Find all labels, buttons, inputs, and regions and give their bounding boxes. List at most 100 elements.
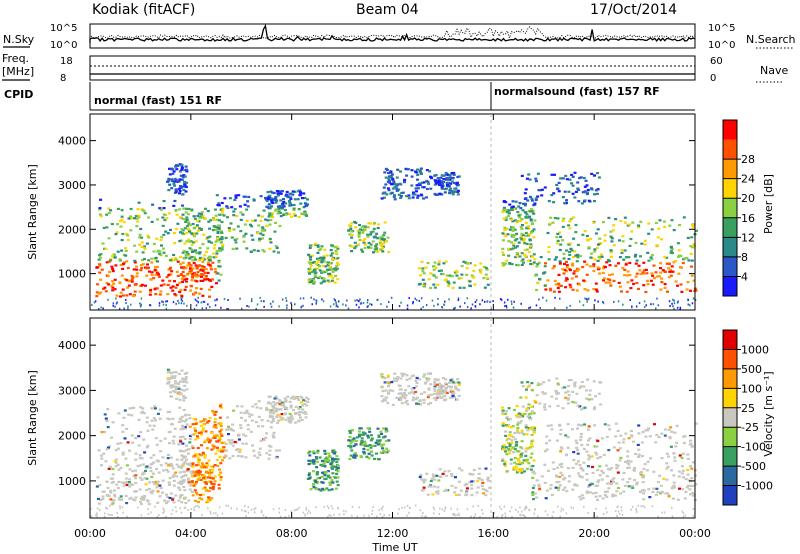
scatter-cell <box>297 398 301 401</box>
scatter-cell <box>182 396 186 399</box>
scatter-cell <box>451 381 455 384</box>
scatter-cell <box>311 303 313 306</box>
scatter-cell <box>105 261 109 264</box>
scatter-cell <box>511 425 515 428</box>
scatter-cell <box>681 261 685 265</box>
scatter-cell <box>558 463 562 466</box>
scatter-cell <box>109 498 113 501</box>
scatter-cell <box>442 395 446 398</box>
scatter-cell <box>336 476 340 479</box>
scatter-cell <box>557 290 561 293</box>
scatter-cell <box>212 512 215 515</box>
scatter-cell <box>480 478 484 481</box>
scatter-cell <box>509 434 513 437</box>
scatter-cell <box>150 462 154 465</box>
scatter-cell <box>115 297 117 300</box>
scatter-cell <box>210 497 214 500</box>
scatter-cell <box>521 385 525 388</box>
scatter-cell <box>389 170 393 173</box>
scatter-cell <box>326 268 330 271</box>
scatter-cell <box>432 265 436 268</box>
scatter-cell <box>218 506 221 509</box>
scatter-cell <box>557 282 561 285</box>
scatter-cell <box>137 418 141 421</box>
scatter-cell <box>382 238 386 241</box>
scatter-cell <box>206 247 210 250</box>
scatter-cell <box>600 255 604 258</box>
scatter-cell <box>665 492 669 495</box>
scatter-cell <box>149 288 153 292</box>
scatter-cell <box>640 242 644 245</box>
scatter-cell <box>360 437 364 440</box>
scatter-cell <box>568 269 572 272</box>
scatter-cell <box>586 300 588 303</box>
scatter-cell <box>185 216 189 219</box>
scatter-cell <box>555 377 559 380</box>
scatter-cell <box>157 471 161 474</box>
scatter-cell <box>189 289 193 292</box>
scatter-cell <box>324 270 328 273</box>
scatter-cell <box>688 488 692 491</box>
scatter-cell <box>505 470 509 473</box>
scatter-cell <box>359 433 363 436</box>
scatter-cell <box>515 429 519 432</box>
scatter-cell <box>514 465 518 469</box>
scatter-cell <box>450 507 452 510</box>
scatter-cell <box>323 465 327 468</box>
scatter-cell <box>293 214 297 217</box>
scatter-cell <box>594 299 596 302</box>
scatter-cell <box>378 439 382 442</box>
scatter-cell <box>523 249 527 252</box>
scatter-cell <box>609 235 613 238</box>
scatter-cell <box>152 250 156 253</box>
scatter-cell <box>419 274 422 277</box>
scatter-cell <box>174 388 178 391</box>
scatter-cell <box>191 267 195 270</box>
freq-tick-top: 18 <box>60 56 73 67</box>
scatter-cell <box>660 281 664 284</box>
scatter-cell <box>268 453 272 456</box>
scatter-cell <box>381 390 385 393</box>
scatter-cell <box>663 286 667 289</box>
scatter-cell <box>115 483 119 486</box>
scatter-cell <box>525 505 527 508</box>
scatter-cell <box>616 464 620 467</box>
scatter-cell <box>175 397 179 400</box>
scatter-cell <box>139 305 142 308</box>
scatter-cell <box>166 417 170 420</box>
scatter-cell <box>583 505 585 508</box>
scatter-cell <box>264 196 267 199</box>
scatter-cell <box>239 218 243 221</box>
scatter-cell <box>217 422 221 425</box>
scatter-cell <box>537 485 541 488</box>
scatter-cell <box>245 409 249 412</box>
scatter-cell <box>507 240 511 243</box>
scatter-cell <box>642 505 644 508</box>
scatter-cell <box>241 433 245 436</box>
scatter-cell <box>261 425 265 428</box>
scatter-cell <box>627 437 631 440</box>
scatter-cell <box>187 207 191 211</box>
scatter-cell <box>177 382 181 385</box>
scatter-cell <box>610 479 614 482</box>
scatter-cell <box>387 385 390 388</box>
scatter-cell <box>127 284 131 287</box>
scatter-cell <box>184 256 188 259</box>
scatter-cell <box>598 465 602 468</box>
scatter-cell <box>658 492 662 495</box>
scatter-cell <box>226 416 230 419</box>
scatter-cell <box>375 515 378 518</box>
scatter-cell <box>507 449 511 452</box>
scatter-cell <box>177 387 181 390</box>
scatter-cell <box>407 385 411 388</box>
scatter-cell <box>169 456 173 459</box>
scatter-cell <box>197 460 201 463</box>
scatter-cell <box>211 488 215 491</box>
scatter-cell <box>207 263 211 266</box>
scatter-cell <box>591 471 595 474</box>
scatter-cell <box>110 265 114 268</box>
scatter-cell <box>342 303 344 306</box>
colorbar-segment <box>723 237 737 257</box>
scatter-cell <box>643 239 647 242</box>
scatter-cell <box>166 293 170 296</box>
